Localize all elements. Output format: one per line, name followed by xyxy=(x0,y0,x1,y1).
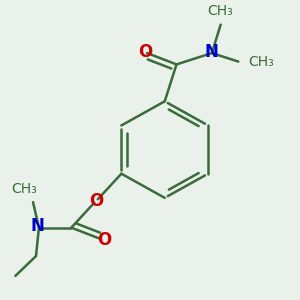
Text: O: O xyxy=(97,231,111,249)
Text: CH₃: CH₃ xyxy=(207,4,233,18)
Text: N: N xyxy=(205,43,219,61)
Text: O: O xyxy=(139,43,153,61)
Text: N: N xyxy=(31,217,44,235)
Text: CH₃: CH₃ xyxy=(11,182,37,196)
Text: CH₃: CH₃ xyxy=(249,55,274,69)
Text: O: O xyxy=(89,192,103,210)
